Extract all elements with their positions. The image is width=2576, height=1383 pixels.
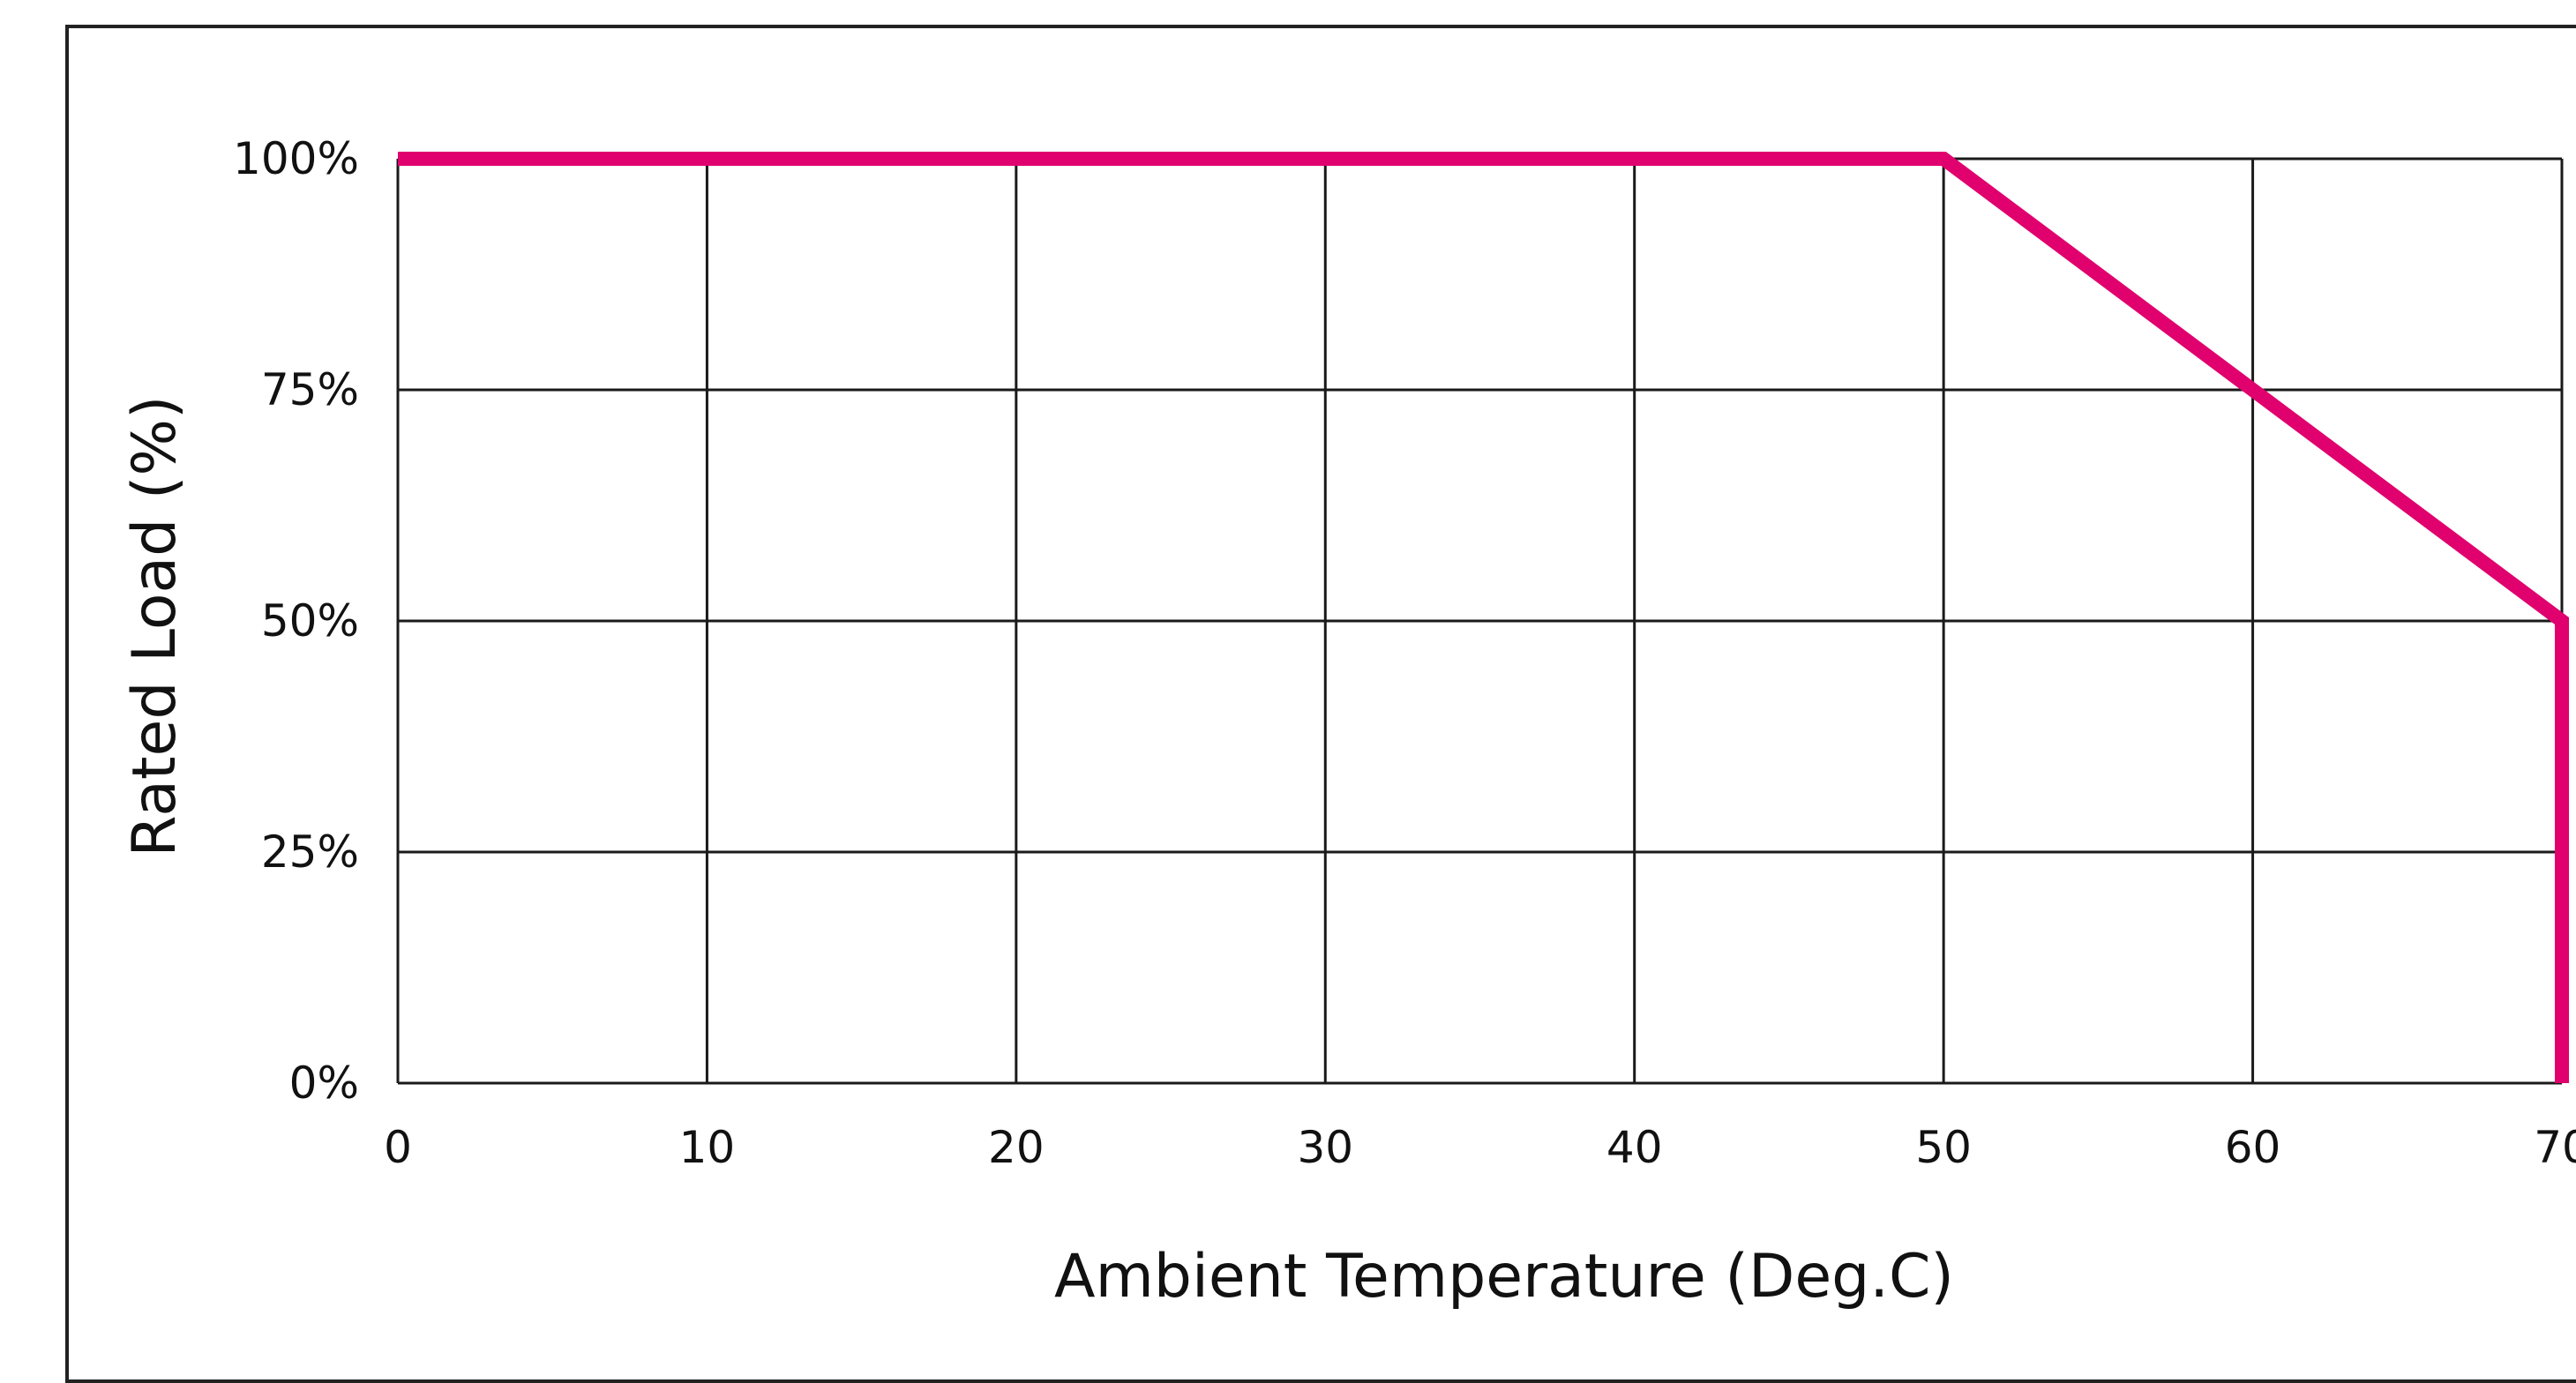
y-tick-label: 0% bbox=[289, 1058, 359, 1109]
curve-point bbox=[2561, 620, 2563, 622]
y-tick-label: 25% bbox=[261, 826, 359, 878]
curve-point bbox=[2561, 1082, 2563, 1084]
x-tick-label: 60 bbox=[2225, 1122, 2281, 1173]
x-tick-label: 70 bbox=[2534, 1122, 2576, 1173]
x-tick-label: 50 bbox=[1915, 1122, 1972, 1173]
x-tick-label: 30 bbox=[1297, 1122, 1353, 1173]
x-tick-label: 10 bbox=[679, 1122, 736, 1173]
y-tick-label: 75% bbox=[261, 364, 359, 415]
x-axis-title: Ambient Temperature (Deg.C) bbox=[1054, 1242, 1954, 1312]
grid bbox=[396, 157, 2564, 1085]
curve-point bbox=[2252, 389, 2254, 391]
series-layer bbox=[397, 152, 2569, 1084]
y-tick-labels: 0% 25% 50% 75% 100% bbox=[233, 133, 359, 1109]
y-tick-label: 100% bbox=[233, 133, 359, 184]
x-tick-label: 0 bbox=[384, 1122, 412, 1173]
x-tick-label: 40 bbox=[1606, 1122, 1663, 1173]
curve-point bbox=[397, 158, 399, 160]
x-tick-labels: 0 10 20 30 40 50 60 70 bbox=[384, 1122, 2576, 1173]
y-tick-label: 50% bbox=[261, 595, 359, 647]
y-axis-title: Rated Load (%) bbox=[120, 395, 190, 856]
x-tick-label: 20 bbox=[988, 1122, 1045, 1173]
curve-point bbox=[1943, 158, 1944, 160]
